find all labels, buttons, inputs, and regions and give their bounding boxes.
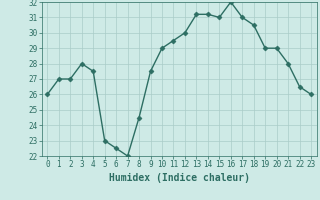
X-axis label: Humidex (Indice chaleur): Humidex (Indice chaleur) <box>109 173 250 183</box>
